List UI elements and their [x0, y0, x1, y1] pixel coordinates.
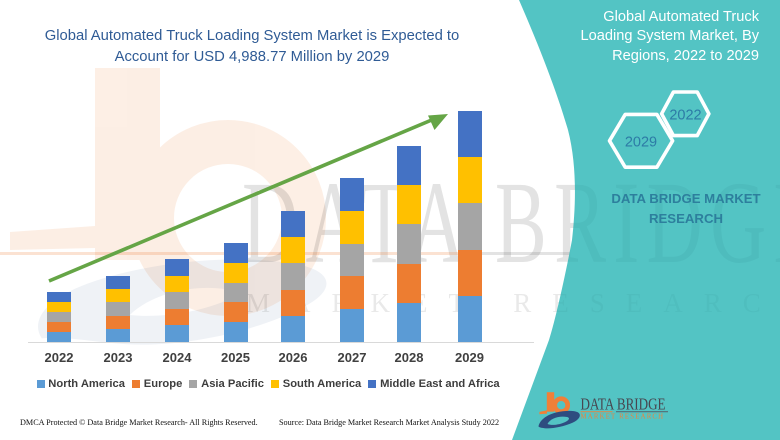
svg-text:2022: 2022	[669, 107, 701, 123]
svg-text:MARKET RESEARCH: MARKET RESEARCH	[246, 288, 780, 318]
svg-text:MARKET RESEARCH: MARKET RESEARCH	[581, 414, 665, 421]
svg-text:DATA BRIDGE: DATA BRIDGE	[581, 395, 666, 414]
svg-text:2029: 2029	[625, 134, 657, 150]
